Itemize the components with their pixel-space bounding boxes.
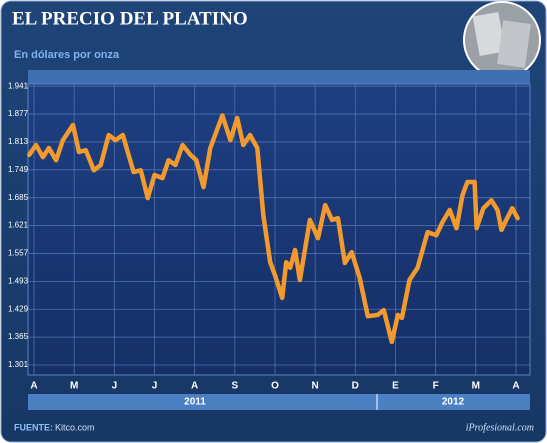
- x-tick-label: J: [152, 381, 158, 392]
- year-label: 2011: [184, 397, 206, 408]
- credit: iProfesional.com: [466, 422, 534, 433]
- photo: [463, 1, 541, 79]
- x-tick-label: D: [352, 381, 359, 392]
- x-tick-label: M: [472, 381, 480, 392]
- year-label: 2012: [442, 397, 465, 408]
- x-tick-label: A: [512, 381, 519, 392]
- x-tick-label: O: [271, 381, 279, 392]
- price-line: [26, 113, 520, 345]
- x-tick-label: E: [392, 381, 399, 392]
- y-tick-label: 1.557: [8, 249, 29, 258]
- plot-area: [27, 83, 531, 376]
- y-tick-label: 1.365: [8, 332, 29, 341]
- subtitle: En dólares por onza: [14, 49, 120, 61]
- y-tick-label: 1.621: [8, 221, 29, 230]
- source-label: FUENTE:: [14, 422, 53, 432]
- y-tick-label: 1.813: [8, 137, 29, 146]
- y-tick-label: 1.429: [8, 304, 29, 313]
- x-tick-label: N: [312, 381, 319, 392]
- x-tick-label: M: [70, 381, 78, 392]
- year-band: [28, 394, 530, 410]
- y-tick-label: 1.301: [8, 360, 29, 369]
- y-tick-label: 1.749: [8, 165, 29, 174]
- y-tick-label: 1.941: [8, 81, 29, 90]
- x-tick-label: F: [433, 381, 439, 392]
- x-tick-label: A: [191, 381, 198, 392]
- source-name: Kitco.com: [55, 422, 95, 432]
- title: EL PRECIO DEL PLATINO: [12, 8, 248, 29]
- y-tick-label: 1.493: [8, 276, 29, 285]
- x-tick-label: J: [112, 381, 118, 392]
- plot-header: [28, 70, 530, 84]
- y-tick-label: 1.877: [8, 109, 29, 118]
- y-tick-label: 1.685: [8, 193, 29, 202]
- x-tick-label: A: [30, 381, 37, 392]
- x-tick-label: S: [231, 381, 238, 392]
